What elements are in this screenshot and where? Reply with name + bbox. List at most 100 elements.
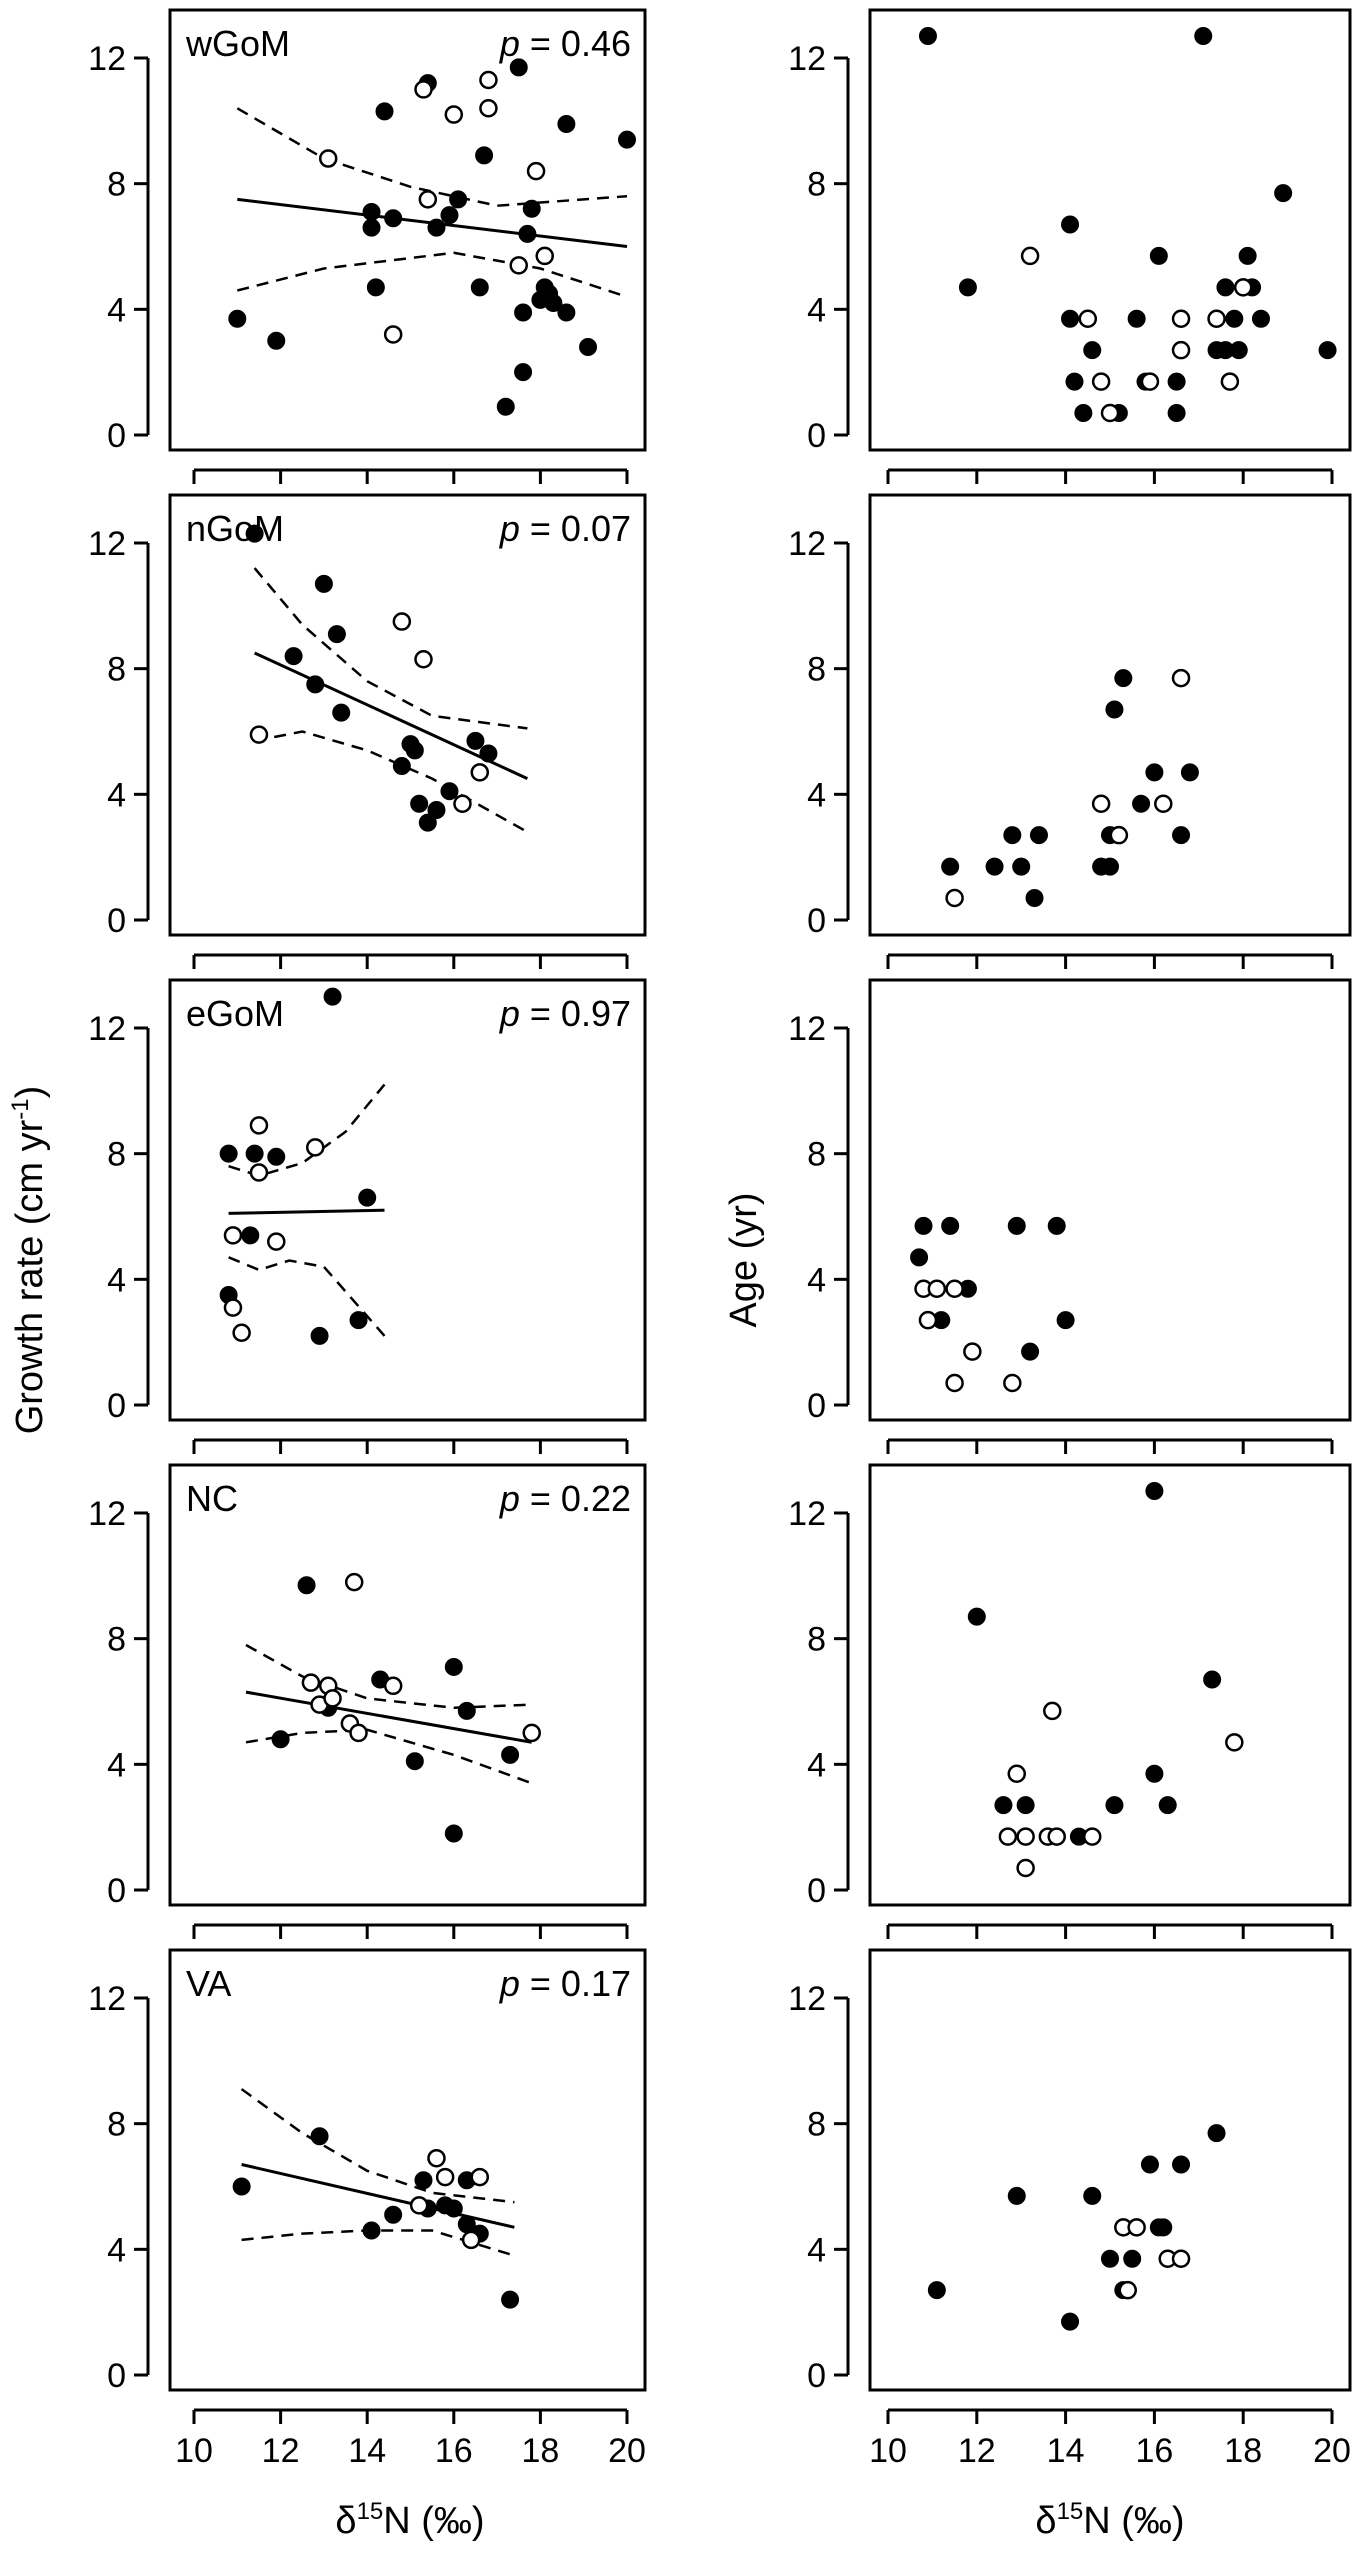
y-tick-label: 8 [107,166,126,204]
y-tick-label: 8 [807,2106,826,2144]
ci-upper-line [236,107,628,207]
filled-point [440,782,459,801]
filled-point [1149,246,1168,265]
filled-point [405,741,424,760]
filled-point [284,647,303,666]
y-tick-label: 8 [107,2106,126,2144]
open-point [1140,372,1160,391]
filled-point [1061,215,1080,234]
open-point [1007,1764,1027,1784]
right-x-axis-title: δ15N (‰) [1035,2498,1184,2542]
filled-point [1061,309,1080,328]
y-tick-label: 4 [107,1746,126,1784]
p-value-label: p = 0.46 [499,23,631,64]
filled-point [1145,1764,1164,1783]
filled-point [618,130,636,149]
open-point [344,1572,364,1592]
open-point [318,149,338,168]
filled-point [362,202,381,221]
panel-egom-age: 0 4 8 12 [788,978,1352,1454]
panel-wgom-age: 0 4 8 12 [788,8,1352,484]
open-point [535,246,554,266]
open-point [1171,668,1191,688]
open-point [479,70,498,90]
filled-point [297,1576,316,1595]
filled-point [427,218,446,237]
filled-point [1029,826,1048,845]
open-point [453,794,472,814]
filled-point [475,146,494,165]
panel-va-growth: 0 4 8 12 10 12 14 16 18 20 VA p = 0.17 [88,1948,647,2470]
plot-frame [868,8,1352,452]
y-tick-label: 0 [807,1387,826,1425]
filled-point [349,1311,368,1330]
region-label: VA [186,1963,231,2004]
y-tick-label: 8 [107,1621,126,1659]
open-point [918,1310,938,1330]
open-point [392,612,412,631]
filled-point [418,813,437,832]
filled-point [384,2205,403,2224]
filled-point [414,2171,433,2190]
filled-point [427,801,446,820]
open-point [435,2167,455,2187]
open-point [945,1279,964,1299]
open-point [998,1827,1018,1846]
filled-point [941,1216,960,1235]
right-y-axis-title: Age (yr) [723,1192,765,1327]
filled-point [501,2290,520,2309]
open-point [509,256,528,275]
filled-point [544,294,563,313]
region-label: nGoM [186,508,284,549]
filled-point [941,857,960,876]
open-point [1127,2218,1146,2237]
filled-point [1065,372,1084,391]
panel-va-age: 0 4 8 12 10 12 14 16 18 20 [788,1948,1352,2470]
y-tick-label: 4 [807,1261,826,1299]
filled-point [306,675,325,694]
filled-point [958,278,977,297]
open-point [1171,309,1191,329]
filled-point [1251,309,1270,328]
y-tick-label: 12 [88,1010,126,1048]
filled-point [1016,1796,1035,1815]
y-tick-label: 0 [107,1387,126,1425]
y-tick-label: 12 [88,525,126,563]
filled-point [1021,1342,1040,1361]
y-tick-label: 8 [807,1136,826,1174]
open-point [305,1138,325,1157]
filled-point [1061,2312,1080,2331]
open-point [1109,825,1129,845]
open-point [427,2148,446,2168]
open-point [945,888,964,908]
filled-point [522,199,541,218]
filled-point [1229,341,1248,360]
filled-point [514,303,533,322]
open-point [1043,1701,1062,1721]
open-point [418,190,438,209]
filled-point [1074,404,1093,423]
x-tick-label: 20 [608,2432,646,2470]
filled-point [967,1607,986,1626]
y-tick-label: 0 [107,1872,126,1910]
panel-ngom-growth: 0 4 8 12 nGoM p = 0.07 [88,493,647,969]
open-point [526,161,546,181]
filled-point [327,625,346,644]
filled-point [444,2199,463,2218]
x-tick-label: 18 [1224,2432,1262,2470]
filled-point [927,2281,946,2300]
y-tick-label: 8 [807,166,826,204]
filled-point [496,397,515,416]
filled-point [1140,2155,1159,2174]
open-point [1154,794,1173,814]
filled-point [457,1701,476,1720]
filled-point [1105,1796,1124,1815]
filled-point [994,1796,1013,1815]
y-tick-label: 4 [807,1746,826,1784]
filled-point [362,2221,381,2240]
filled-point [509,58,528,77]
filled-point [410,794,429,813]
y-tick-label: 8 [107,1136,126,1174]
filled-point [440,206,459,225]
y-tick-label: 12 [88,1980,126,2018]
